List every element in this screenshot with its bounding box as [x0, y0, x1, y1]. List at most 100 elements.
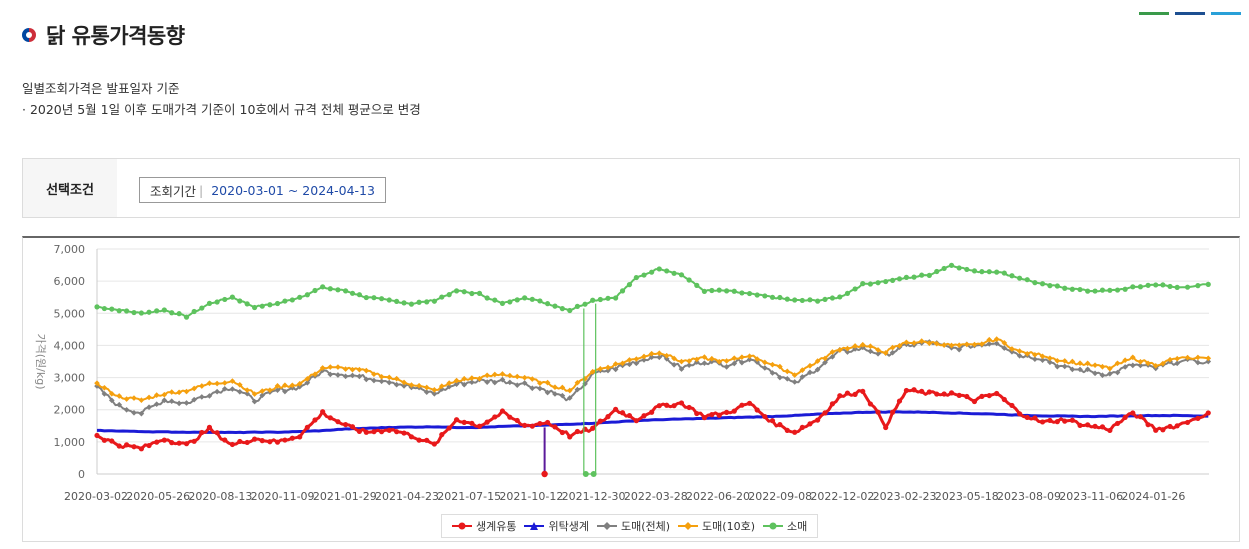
period-field[interactable]: 조회기간 | 2020-03-01 ~ 2024-04-13	[139, 177, 386, 203]
series-point	[1092, 362, 1098, 368]
series-point	[777, 374, 783, 381]
series-point	[860, 281, 866, 287]
series-point	[244, 387, 251, 393]
series-point	[335, 364, 341, 370]
series-point	[541, 470, 548, 478]
series-point	[356, 366, 363, 373]
series-point	[986, 269, 992, 275]
series-point	[101, 437, 107, 443]
series-point	[656, 266, 662, 272]
series-point	[1069, 286, 1075, 292]
series-point	[222, 437, 228, 443]
legend-item[interactable]: 위탁생계	[524, 518, 589, 534]
x-tick-label: 2023-05-18	[935, 490, 999, 503]
series-point	[131, 444, 137, 450]
series-point	[693, 356, 700, 363]
series-point	[244, 301, 250, 307]
series-point	[320, 284, 326, 290]
series-point	[663, 352, 670, 359]
series-point	[282, 437, 288, 443]
legend-item[interactable]: 소매	[763, 518, 807, 534]
series-point	[423, 384, 430, 391]
series-point	[883, 278, 889, 285]
series-point	[394, 298, 400, 305]
x-tick-label: 2020-11-09	[251, 490, 315, 503]
series-point	[537, 385, 543, 392]
series-point	[371, 371, 377, 378]
series-point	[476, 290, 483, 296]
y-tick-label: 4,000	[54, 339, 86, 352]
series-point	[401, 383, 407, 389]
series-point	[1016, 352, 1023, 359]
series-point	[251, 398, 258, 405]
series-point	[304, 424, 310, 430]
print-button[interactable]	[1175, 12, 1205, 15]
series-point	[889, 344, 896, 351]
series-point	[206, 300, 213, 306]
series-point	[424, 437, 430, 443]
series-point	[312, 417, 318, 423]
series-point	[123, 442, 130, 448]
series-point	[259, 388, 266, 394]
series-point	[1145, 282, 1151, 288]
series-point	[154, 439, 160, 445]
notes: 일별조회가격은 발표일자 기준 · 2020년 5월 1일 이후 도매가격 기준…	[22, 78, 421, 120]
series-point	[1122, 286, 1128, 292]
series-point	[964, 393, 970, 400]
series-point	[274, 387, 281, 393]
period-value[interactable]: 2020-03-01 ~ 2024-04-13	[211, 182, 375, 198]
series-point	[408, 382, 415, 388]
series-point	[1107, 287, 1113, 293]
x-tick-label: 2020-05-26	[126, 490, 190, 503]
legend-marker-icon	[452, 522, 472, 530]
series-point	[784, 375, 791, 382]
series-point	[356, 292, 363, 298]
series-point	[476, 423, 483, 429]
series-point	[453, 381, 460, 388]
series-point	[469, 375, 475, 381]
series-point	[342, 288, 349, 294]
x-tick-label: 2022-09-08	[748, 490, 812, 503]
series-point	[222, 296, 228, 303]
series-point	[648, 354, 655, 360]
series-point	[589, 368, 596, 375]
series-point	[799, 374, 806, 380]
series-point	[259, 392, 266, 399]
series-point	[491, 371, 498, 378]
series-point	[552, 424, 558, 430]
series-point	[363, 429, 369, 435]
note-line-1: 일별조회가격은 발표일자 기준	[22, 81, 180, 96]
series-point	[438, 383, 445, 390]
series-point	[1099, 424, 1106, 430]
series-point	[1152, 363, 1159, 369]
series-point	[633, 360, 640, 367]
series-point	[746, 356, 753, 363]
series-point	[108, 397, 115, 404]
legend-item[interactable]: 도매(10호)	[678, 518, 755, 534]
legend-item[interactable]: 도매(전체)	[596, 518, 670, 534]
series-point	[605, 367, 611, 374]
series-point	[896, 276, 903, 282]
series-point	[191, 385, 197, 392]
series-point	[994, 269, 1000, 275]
series-point	[911, 274, 917, 280]
series-point	[1054, 357, 1061, 364]
series-point	[289, 435, 295, 441]
series-point	[882, 350, 889, 356]
series-point	[956, 346, 963, 353]
series-point	[1099, 372, 1106, 379]
legend-item[interactable]: 생계유통	[452, 518, 516, 534]
series-point	[784, 427, 790, 433]
excel-button[interactable]	[1139, 12, 1169, 15]
series-point	[701, 354, 708, 360]
series-point	[453, 288, 460, 294]
series-point	[1129, 354, 1136, 361]
series-point	[769, 370, 776, 376]
series-point	[206, 424, 213, 430]
series-point	[1032, 415, 1038, 421]
series-point	[408, 434, 415, 440]
series-point	[461, 375, 468, 382]
share-button[interactable]	[1211, 12, 1241, 15]
x-tick-label: 2022-06-20	[686, 490, 750, 503]
series-point	[161, 437, 167, 443]
